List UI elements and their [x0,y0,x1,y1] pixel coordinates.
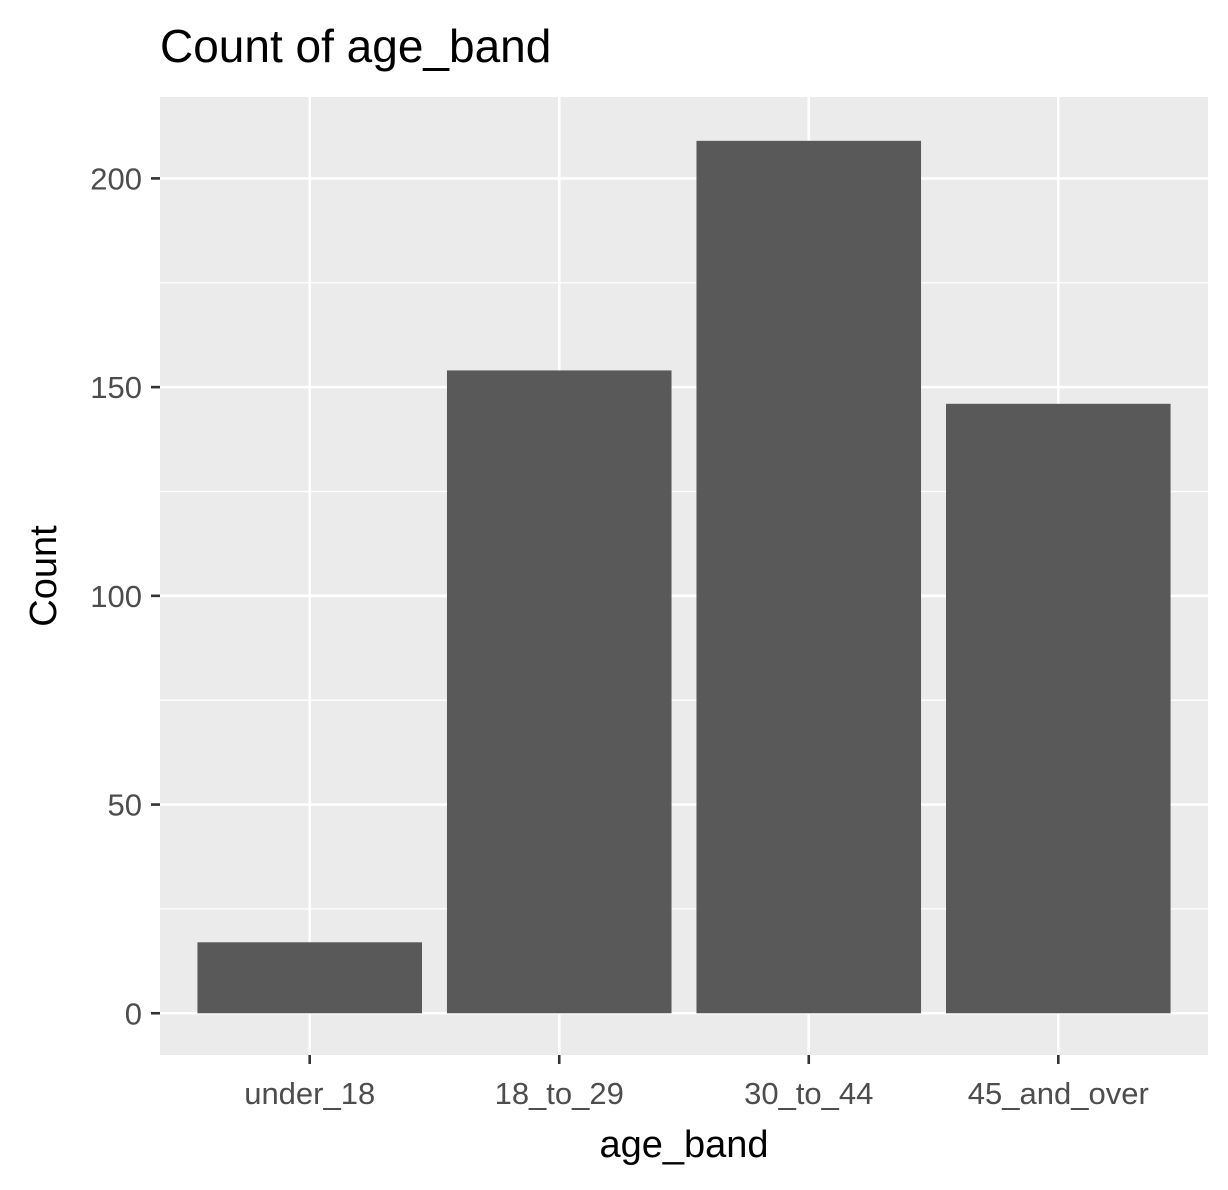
x-tick-label: 30_to_44 [744,1076,873,1111]
x-axis: under_18 18_to_29 30_to_44 45_and_over [244,1055,1149,1111]
bar-30_to_44 [696,140,922,1014]
x-tick-label: 45_and_over [968,1076,1149,1111]
x-tick-label: under_18 [244,1076,375,1111]
y-tick-label: 100 [90,579,142,614]
x-tick-label: 18_to_29 [495,1076,624,1111]
y-tick-label: 200 [90,161,142,196]
y-tick-label: 150 [90,370,142,405]
y-axis-title: Count [23,525,65,627]
bar-under_18 [197,942,422,1014]
chart-title: Count of age_band [160,20,551,72]
y-tick-label: 50 [108,788,142,823]
y-axis: 0 50 100 150 200 [90,161,160,1031]
bar-45_and_over [946,403,1171,1014]
bar-18_to_29 [446,370,672,1014]
x-axis-title: age_band [599,1124,768,1166]
y-tick-label: 0 [125,996,142,1031]
bars [197,140,1171,1014]
